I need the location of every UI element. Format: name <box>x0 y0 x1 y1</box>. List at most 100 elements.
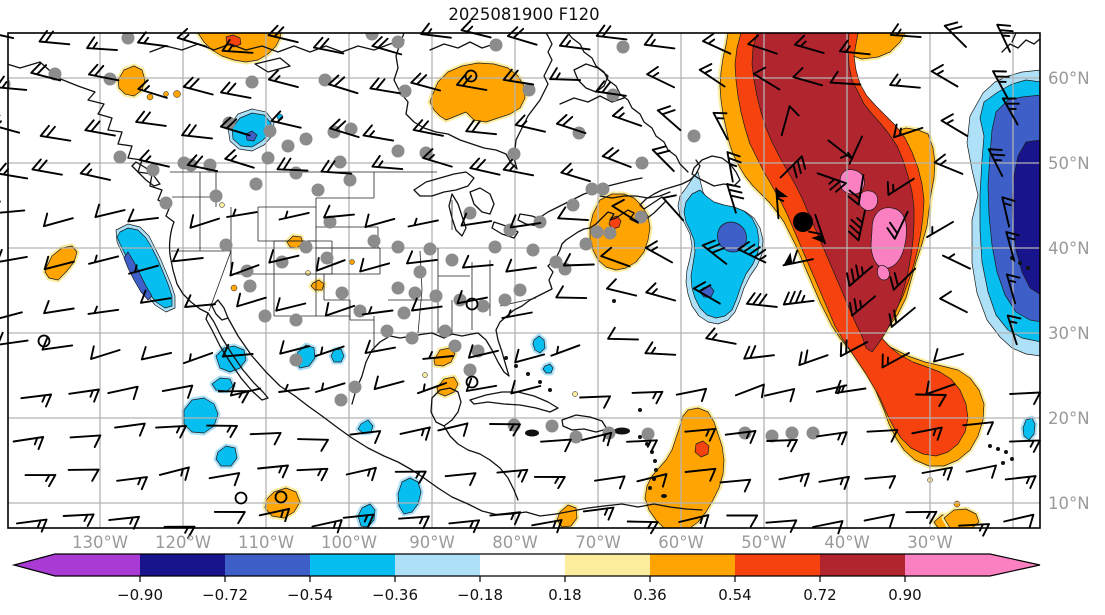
wind-barb <box>311 519 343 534</box>
coastline <box>573 63 609 93</box>
wind-barb <box>555 114 587 135</box>
region-ns-orange <box>589 193 651 271</box>
island-speck <box>648 486 652 490</box>
wind-barb <box>84 119 116 137</box>
wind-barb <box>611 106 643 127</box>
wind-barb <box>87 63 120 82</box>
cyclone-marker-layer <box>793 212 813 232</box>
island-speck <box>988 444 992 448</box>
wind-barb <box>726 151 742 183</box>
island-speck <box>1010 457 1014 461</box>
island-speck <box>612 299 616 303</box>
cyclone-dot-marker <box>793 212 813 232</box>
wind-barb-pennant <box>811 234 825 244</box>
wind-barb <box>364 213 396 229</box>
spot-2 <box>173 90 181 98</box>
station-dot <box>687 129 701 143</box>
coastline <box>8 61 209 314</box>
station-dot <box>343 173 357 187</box>
region-atl-pink3 <box>870 207 907 269</box>
region-pac-cyan1 <box>183 397 219 434</box>
coastline <box>561 414 608 433</box>
island-speck <box>1018 261 1022 265</box>
wind-barb <box>412 119 444 137</box>
wind-barb <box>0 331 29 346</box>
wind-barb <box>221 343 254 358</box>
station-dot <box>635 156 649 170</box>
coastline <box>429 41 495 51</box>
coastline <box>691 155 741 187</box>
wind-barb <box>270 110 302 129</box>
wind-barb <box>550 344 581 357</box>
coastline <box>599 191 671 199</box>
wind-barb <box>702 32 732 55</box>
colorbar-left-arrow <box>14 554 55 576</box>
station-dot <box>489 38 503 52</box>
region-gbasin-orange2 <box>310 279 325 291</box>
station-dot <box>275 255 289 269</box>
wind-barb <box>611 198 639 223</box>
wind-barb <box>987 148 1006 177</box>
wind-barb <box>20 393 53 408</box>
wind-barb <box>607 326 639 341</box>
wind-barb <box>847 135 863 165</box>
wind-barb <box>558 34 591 51</box>
wind-barb-layer <box>0 19 1042 539</box>
wind-barb <box>798 349 829 367</box>
wind-barb <box>349 430 382 444</box>
wind-barb <box>276 157 309 172</box>
wind-barb <box>314 382 346 393</box>
wind-barb <box>745 292 778 308</box>
colorbar-tick-label: −0.18 <box>457 586 503 604</box>
station-dot <box>391 144 405 158</box>
wind-barb <box>839 339 869 358</box>
wind-barb <box>631 390 664 405</box>
wind-barb <box>128 264 160 275</box>
station-dot <box>299 240 313 254</box>
colorbar-tick-label: 0.54 <box>718 586 751 604</box>
wind-barb <box>278 383 310 393</box>
wind-barb <box>296 467 329 482</box>
wind-barb <box>206 424 238 439</box>
spot-0 <box>146 93 154 101</box>
wind-barb <box>502 68 535 86</box>
colorbar-segment-lblue <box>395 554 481 576</box>
station-dot <box>177 156 191 170</box>
wind-barb <box>782 290 815 306</box>
wind-barb <box>698 63 726 88</box>
wind-barb <box>656 105 682 132</box>
wind-barb <box>886 177 915 196</box>
region-atl-brick <box>751 33 915 353</box>
wind-barb <box>182 352 214 365</box>
wind-barb <box>456 290 488 305</box>
wind-barb <box>236 292 267 308</box>
wind-barb <box>140 346 173 361</box>
colorbar-tick-label: −0.90 <box>117 586 163 604</box>
calm-circle <box>465 375 479 389</box>
lat-tick-label: 40°N <box>1048 239 1090 258</box>
island-speck <box>653 459 657 463</box>
wind-barb <box>866 429 899 443</box>
lon-tick-label: 120°W <box>155 533 211 552</box>
wind-barb <box>943 21 967 48</box>
wind-barb <box>437 422 469 437</box>
wind-barb <box>467 344 499 359</box>
lat-tick-label: 50°N <box>1048 154 1090 173</box>
wind-barb <box>847 209 866 242</box>
colorbar-tick-label: 0.90 <box>888 586 921 604</box>
region-atl-pink4 <box>877 265 890 281</box>
wind-barb <box>257 464 289 479</box>
wind-barb <box>394 470 427 484</box>
spot-7 <box>422 372 428 378</box>
wind-barb <box>778 472 810 487</box>
colorbar-tick-label: −0.54 <box>287 586 333 604</box>
wind-barb <box>829 70 862 86</box>
wind-barb <box>838 39 871 56</box>
wind-barb <box>224 149 255 169</box>
wind-barb <box>540 438 572 453</box>
region-se-orange-big <box>644 407 725 528</box>
wind-barb <box>43 255 75 271</box>
wind-barb <box>921 466 953 481</box>
island-speck <box>661 494 667 498</box>
